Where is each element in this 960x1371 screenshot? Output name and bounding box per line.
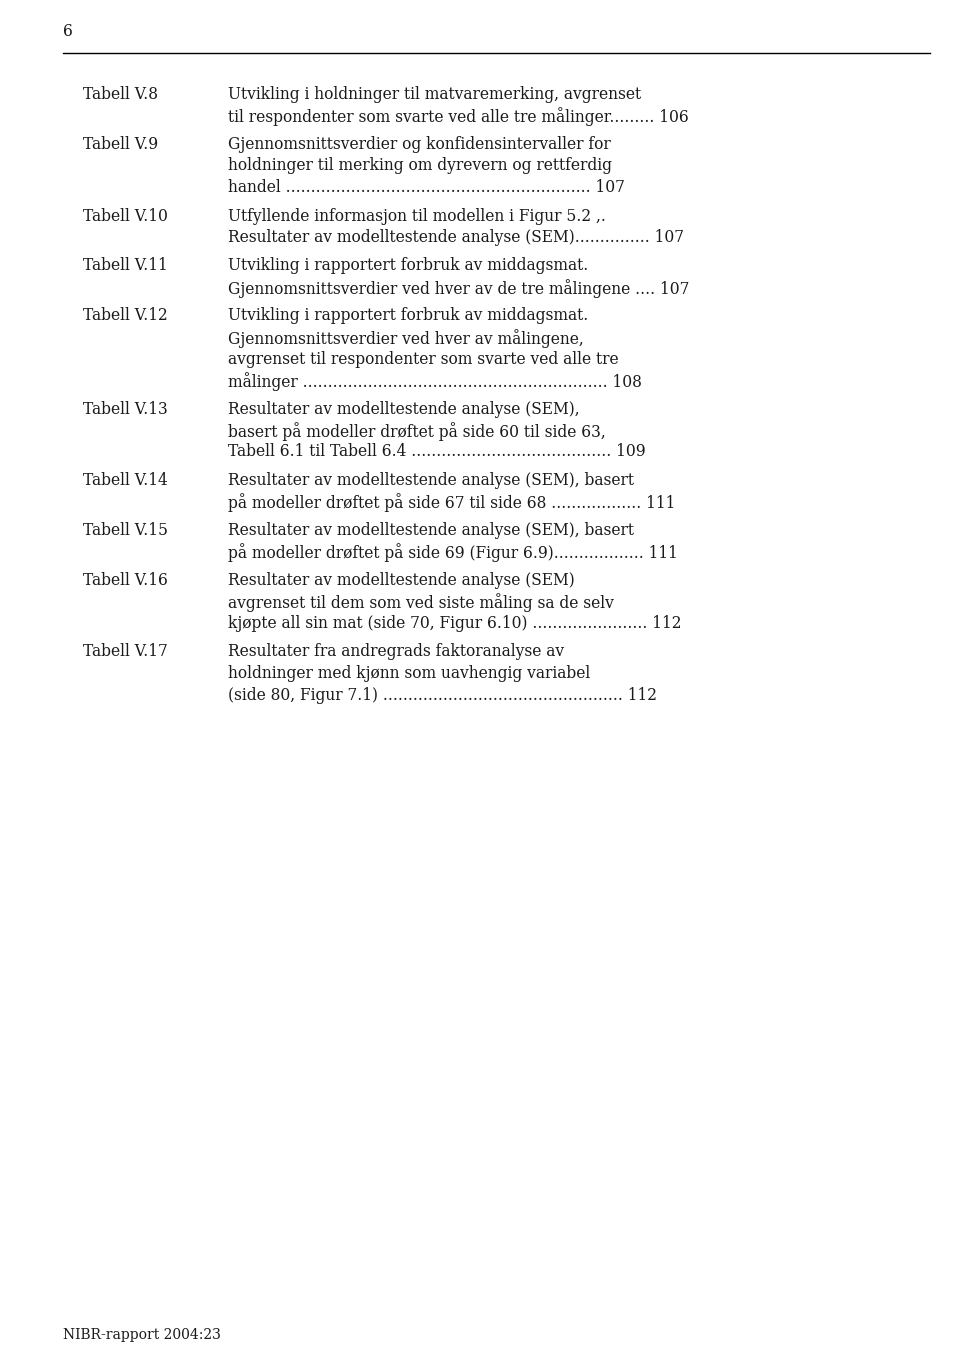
Text: Resultater av modelltestende analyse (SEM), basert: Resultater av modelltestende analyse (SE… — [228, 522, 634, 539]
Text: handel ............................................................. 107: handel .................................… — [228, 180, 625, 196]
Text: Tabell V.8: Tabell V.8 — [83, 86, 158, 103]
Text: på modeller drøftet på side 67 til side 68 .................. 111: på modeller drøftet på side 67 til side … — [228, 494, 676, 513]
Text: Resultater av modelltestende analyse (SEM): Resultater av modelltestende analyse (SE… — [228, 572, 575, 590]
Text: holdninger til merking om dyrevern og rettferdig: holdninger til merking om dyrevern og re… — [228, 158, 612, 174]
Text: Utfyllende informasjon til modellen i Figur 5.2 ,.: Utfyllende informasjon til modellen i Fi… — [228, 207, 606, 225]
Text: basert på modeller drøftet på side 60 til side 63,: basert på modeller drøftet på side 60 ti… — [228, 422, 606, 441]
Text: Gjennomsnittsverdier ved hver av de tre målingene .... 107: Gjennomsnittsverdier ved hver av de tre … — [228, 280, 689, 298]
Text: 6: 6 — [63, 23, 73, 40]
Text: Utvikling i rapportert forbruk av middagsmat.: Utvikling i rapportert forbruk av middag… — [228, 307, 588, 325]
Text: Utvikling i holdninger til matvaremerking, avgrenset: Utvikling i holdninger til matvaremerkin… — [228, 86, 641, 103]
Text: til respondenter som svarte ved alle tre målinger......... 106: til respondenter som svarte ved alle tre… — [228, 107, 688, 126]
Text: Tabell V.12: Tabell V.12 — [83, 307, 168, 325]
Text: holdninger med kjønn som uavhengig variabel: holdninger med kjønn som uavhengig varia… — [228, 665, 590, 681]
Text: Tabell V.16: Tabell V.16 — [83, 572, 168, 590]
Text: NIBR-rapport 2004:23: NIBR-rapport 2004:23 — [63, 1328, 221, 1342]
Text: Tabell V.14: Tabell V.14 — [83, 472, 168, 489]
Text: Tabell V.10: Tabell V.10 — [83, 207, 168, 225]
Text: (side 80, Figur 7.1) ................................................ 112: (side 80, Figur 7.1) ...................… — [228, 687, 657, 703]
Text: Resultater fra andregrads faktoranalyse av: Resultater fra andregrads faktoranalyse … — [228, 643, 564, 661]
Text: kjøpte all sin mat (side 70, Figur 6.10) ....................... 112: kjøpte all sin mat (side 70, Figur 6.10)… — [228, 616, 682, 632]
Text: Resultater av modelltestende analyse (SEM), basert: Resultater av modelltestende analyse (SE… — [228, 472, 634, 489]
Text: Tabell 6.1 til Tabell 6.4 ........................................ 109: Tabell 6.1 til Tabell 6.4 ..............… — [228, 443, 646, 461]
Text: Gjennomsnittsverdier ved hver av målingene,: Gjennomsnittsverdier ved hver av målinge… — [228, 329, 584, 348]
Text: på modeller drøftet på side 69 (Figur 6.9).................. 111: på modeller drøftet på side 69 (Figur 6.… — [228, 543, 678, 562]
Text: avgrenset til dem som ved siste måling sa de selv: avgrenset til dem som ved siste måling s… — [228, 594, 613, 613]
Text: Tabell V.15: Tabell V.15 — [83, 522, 168, 539]
Text: Resultater av modelltestende analyse (SEM),: Resultater av modelltestende analyse (SE… — [228, 400, 580, 418]
Text: Tabell V.13: Tabell V.13 — [83, 400, 168, 418]
Text: Tabell V.11: Tabell V.11 — [83, 258, 168, 274]
Text: Resultater av modelltestende analyse (SEM)............... 107: Resultater av modelltestende analyse (SE… — [228, 229, 684, 245]
Text: Utvikling i rapportert forbruk av middagsmat.: Utvikling i rapportert forbruk av middag… — [228, 258, 588, 274]
Text: avgrenset til respondenter som svarte ved alle tre: avgrenset til respondenter som svarte ve… — [228, 351, 618, 367]
Text: Gjennomsnittsverdier og konfidensintervaller for: Gjennomsnittsverdier og konfidensinterva… — [228, 136, 611, 154]
Text: målinger ............................................................. 108: målinger ...............................… — [228, 372, 642, 391]
Text: Tabell V.9: Tabell V.9 — [83, 136, 158, 154]
Text: Tabell V.17: Tabell V.17 — [83, 643, 168, 661]
